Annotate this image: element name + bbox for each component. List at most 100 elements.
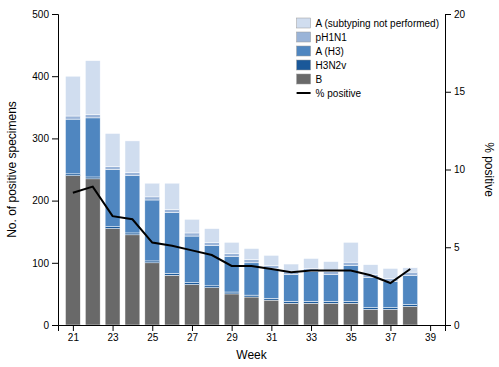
tick: 100 — [32, 258, 58, 269]
x-axis-title: Week — [236, 348, 267, 362]
bar — [165, 273, 180, 275]
bar-series — [65, 118, 417, 308]
bar — [244, 297, 259, 325]
bar — [85, 115, 100, 118]
bar — [284, 275, 299, 302]
bar — [185, 219, 200, 233]
tick-mark — [445, 247, 451, 248]
tick-label: 31 — [266, 332, 278, 343]
bar — [383, 309, 398, 325]
tick: 0 — [445, 320, 460, 331]
legend-label: % positive — [316, 88, 362, 99]
legend-label: H3N2v — [316, 60, 347, 71]
bar — [105, 133, 120, 166]
bar — [224, 242, 239, 253]
bar — [284, 303, 299, 325]
x-axis: 21232527293133353739 — [59, 325, 446, 343]
bar — [383, 308, 398, 310]
bar — [304, 303, 319, 325]
tick-mark — [351, 325, 352, 331]
tick-mark — [445, 92, 451, 93]
tick-mark — [52, 138, 58, 139]
bar — [383, 268, 398, 278]
bar — [323, 301, 338, 303]
tick-label: 27 — [187, 332, 199, 343]
tick-label: 15 — [454, 86, 466, 97]
bar — [343, 242, 358, 262]
tick-mark — [430, 325, 431, 331]
bar — [105, 229, 120, 325]
tick: 21 — [68, 325, 80, 343]
bar — [65, 116, 80, 119]
bar — [403, 304, 418, 306]
bar — [403, 306, 418, 325]
bar — [304, 272, 319, 302]
tick-mark — [52, 14, 58, 15]
tick-label: 500 — [32, 9, 49, 20]
bar — [145, 200, 160, 261]
bar — [185, 236, 200, 283]
bar — [363, 308, 378, 310]
bar — [204, 245, 219, 285]
tick: 300 — [32, 133, 58, 144]
bar-series — [65, 61, 417, 279]
tick-label: 20 — [454, 9, 466, 20]
bar — [363, 309, 378, 325]
tick-mark — [52, 76, 58, 77]
tick: 200 — [32, 195, 58, 206]
tick: 400 — [32, 71, 58, 82]
bar — [65, 174, 80, 176]
tick: 23 — [108, 325, 120, 343]
bar — [343, 303, 358, 325]
tick-label: 200 — [32, 195, 49, 206]
tick: 0 — [43, 320, 58, 331]
bar — [125, 235, 140, 325]
tick: 500 — [32, 9, 58, 20]
tick-label: 25 — [147, 332, 159, 343]
tick-label: 0 — [43, 320, 49, 331]
legend: A (subtyping not performed)pH1N1A (H3)H3… — [297, 18, 439, 99]
bar — [105, 166, 120, 169]
tick-mark — [113, 325, 114, 331]
tick-mark — [232, 325, 233, 331]
bar — [264, 300, 279, 325]
bar — [145, 263, 160, 325]
bar — [65, 176, 80, 325]
tick-label: 300 — [32, 133, 49, 144]
bar — [244, 248, 259, 259]
bar — [204, 288, 219, 325]
tick-mark — [445, 14, 451, 15]
bar — [304, 301, 319, 303]
legend-item: H3N2v — [297, 60, 347, 71]
bar — [264, 255, 279, 265]
legend-item: A (H3) — [297, 46, 344, 57]
tick-label: 39 — [425, 332, 437, 343]
tick-mark — [52, 201, 58, 202]
legend-label: pH1N1 — [316, 32, 348, 43]
tick: 37 — [385, 325, 397, 343]
bar — [85, 61, 100, 115]
tick: 10 — [445, 164, 466, 175]
bar — [105, 170, 120, 227]
bar — [363, 278, 378, 308]
bar — [343, 262, 358, 265]
bar — [185, 233, 200, 236]
tick: 5 — [445, 242, 460, 253]
tick-label: 35 — [346, 332, 358, 343]
chart: 2123252729313335373901002003004005000510… — [0, 0, 499, 367]
bar — [165, 212, 180, 273]
tick-label: 10 — [454, 164, 466, 175]
legend-swatch — [297, 46, 311, 56]
bar — [185, 283, 200, 285]
y-axis: 0 100 200 300 400 500 — [32, 9, 58, 331]
tick-label: 400 — [32, 71, 49, 82]
legend-item: B — [297, 74, 323, 85]
bar — [125, 233, 140, 235]
legend-item: % positive — [297, 88, 362, 99]
tick-label: 23 — [108, 332, 120, 343]
tick: 29 — [227, 325, 239, 343]
bar — [145, 197, 160, 200]
bar — [125, 141, 140, 173]
bar — [323, 303, 338, 325]
line — [73, 187, 410, 283]
